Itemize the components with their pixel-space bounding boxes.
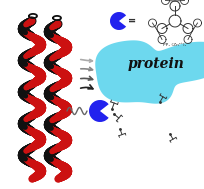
FancyArrowPatch shape: [80, 85, 92, 89]
Wedge shape: [110, 12, 125, 30]
Polygon shape: [95, 40, 204, 104]
Wedge shape: [89, 100, 108, 122]
Text: protein: protein: [127, 57, 184, 71]
FancyArrowPatch shape: [80, 67, 92, 71]
FancyArrowPatch shape: [80, 59, 92, 62]
Text: PP₁ (Zn²⁺)₂: PP₁ (Zn²⁺)₂: [163, 43, 186, 47]
FancyArrowPatch shape: [80, 76, 92, 80]
Text: =: =: [127, 16, 135, 26]
